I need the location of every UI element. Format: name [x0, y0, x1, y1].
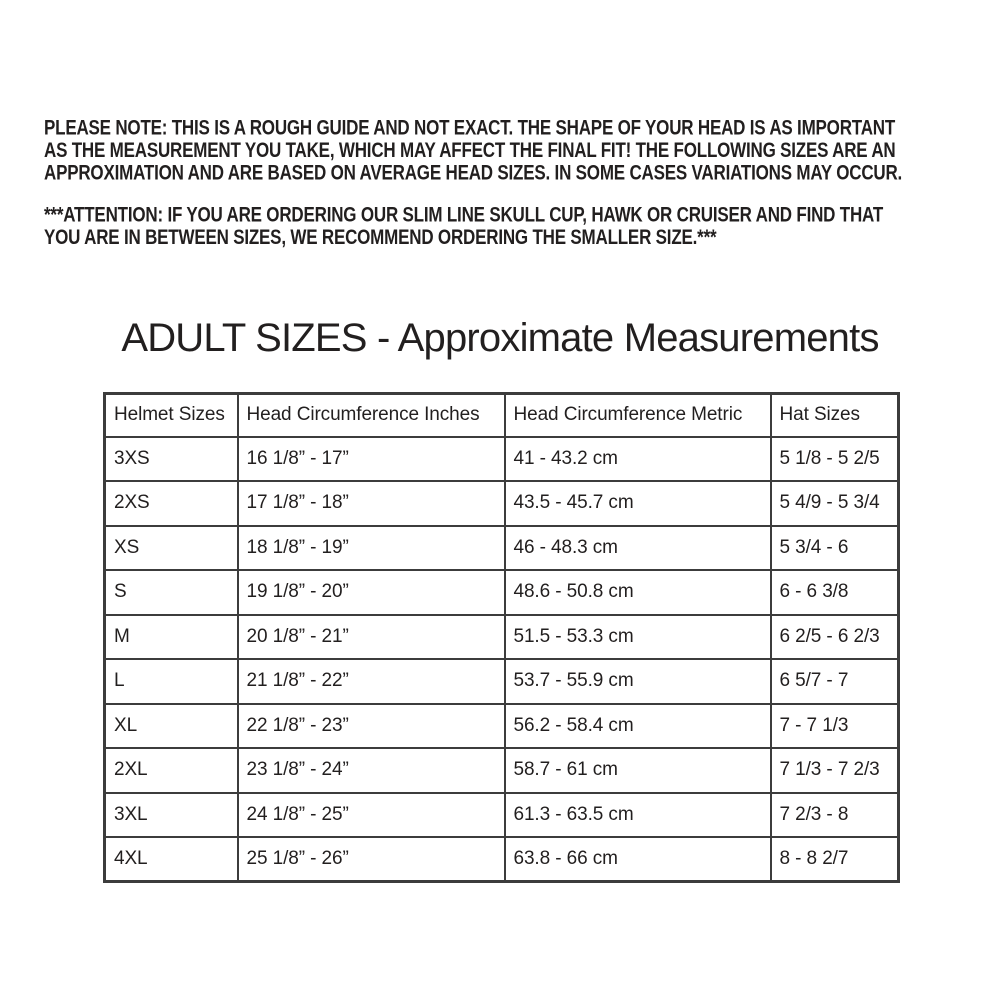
cell-metric: 61.3 - 63.5 cm — [503, 791, 772, 838]
cell-inches: 21 1/8” - 22” — [236, 658, 506, 705]
cell-metric: 56.2 - 58.4 cm — [503, 702, 772, 749]
table-row-m: M 20 1/8” - 21” 51.5 - 53.3 cm 6 2/5 - 6… — [103, 613, 900, 660]
table-row-2xl: 2XL 23 1/8” - 24” 58.7 - 61 cm 7 1/3 - 7… — [103, 747, 900, 794]
cell-hat-size: 8 - 8 2/7 — [769, 836, 900, 883]
cell-hat-size: 5 4/9 - 5 3/4 — [769, 480, 900, 527]
cell-helmet-size: XL — [103, 702, 239, 749]
cell-metric: 63.8 - 66 cm — [503, 836, 772, 883]
page-title: ADULT SIZES - Approximate Measurements — [121, 316, 879, 360]
note-line-3: APPROXIMATION AND ARE BASED ON AVERAGE H… — [44, 160, 903, 184]
table-row-4xl: 4XL 25 1/8” - 26” 63.8 - 66 cm 8 - 8 2/7 — [103, 836, 900, 883]
cell-metric: 51.5 - 53.3 cm — [503, 613, 772, 660]
cell-hat-size: 7 - 7 1/3 — [769, 702, 900, 749]
cell-metric: 41 - 43.2 cm — [503, 435, 772, 482]
table-row-3xl: 3XL 24 1/8” - 25” 61.3 - 63.5 cm 7 2/3 -… — [103, 791, 900, 838]
attention-line-2: YOU ARE IN BETWEEN SIZES, WE RECOMMEND O… — [44, 224, 717, 249]
column-header-helmet-sizes: Helmet Sizes — [103, 392, 239, 438]
column-header-circumference-inches: Head Circumference Inches — [236, 392, 506, 438]
note-line-2: AS THE MEASUREMENT YOU TAKE, WHICH MAY A… — [44, 137, 896, 162]
table-row-2xs: 2XS 17 1/8” - 18” 43.5 - 45.7 cm 5 4/9 -… — [103, 480, 900, 527]
cell-metric: 53.7 - 55.9 cm — [503, 658, 772, 705]
cell-helmet-size: 2XS — [103, 480, 239, 527]
table-row-3xs: 3XS 16 1/8” - 17” 41 - 43.2 cm 5 1/8 - 5… — [103, 435, 900, 482]
table-row-xs: XS 18 1/8” - 19” 46 - 48.3 cm 5 3/4 - 6 — [103, 524, 900, 571]
cell-metric: 43.5 - 45.7 cm — [503, 480, 772, 527]
cell-hat-size: 7 2/3 - 8 — [769, 791, 900, 838]
cell-inches: 16 1/8” - 17” — [236, 435, 506, 482]
note-line-1: PLEASE NOTE: THIS IS A ROUGH GUIDE AND N… — [44, 115, 896, 140]
cell-inches: 22 1/8” - 23” — [236, 702, 506, 749]
table-row-xl: XL 22 1/8” - 23” 56.2 - 58.4 cm 7 - 7 1/… — [103, 702, 900, 749]
column-header-hat-sizes: Hat Sizes — [769, 392, 900, 438]
cell-inches: 20 1/8” - 21” — [236, 613, 506, 660]
cell-helmet-size: S — [103, 569, 239, 616]
cell-helmet-size: 4XL — [103, 836, 239, 883]
cell-helmet-size: M — [103, 613, 239, 660]
cell-hat-size: 5 3/4 - 6 — [769, 524, 900, 571]
cell-helmet-size: 3XS — [103, 435, 239, 482]
size-chart-table: Helmet Sizes Head Circumference Inches H… — [103, 392, 900, 883]
cell-hat-size: 6 - 6 3/8 — [769, 569, 900, 616]
column-header-circumference-metric: Head Circumference Metric — [503, 392, 772, 438]
cell-hat-size: 5 1/8 - 5 2/5 — [769, 435, 900, 482]
cell-inches: 17 1/8” - 18” — [236, 480, 506, 527]
cell-metric: 48.6 - 50.8 cm — [503, 569, 772, 616]
please-note-paragraph: PLEASE NOTE: THIS IS A ROUGH GUIDE AND N… — [44, 117, 902, 184]
cell-metric: 46 - 48.3 cm — [503, 524, 772, 571]
attention-line-1: ***ATTENTION: IF YOU ARE ORDERING OUR SL… — [44, 202, 884, 227]
cell-helmet-size: 2XL — [103, 747, 239, 794]
attention-paragraph: ***ATTENTION: IF YOU ARE ORDERING OUR SL… — [44, 204, 883, 248]
cell-metric: 58.7 - 61 cm — [503, 747, 772, 794]
header-row: Helmet Sizes Head Circumference Inches H… — [103, 392, 900, 438]
cell-inches: 19 1/8” - 20” — [236, 569, 506, 616]
cell-helmet-size: L — [103, 658, 239, 705]
table-row-s: S 19 1/8” - 20” 48.6 - 50.8 cm 6 - 6 3/8 — [103, 569, 900, 616]
cell-inches: 18 1/8” - 19” — [236, 524, 506, 571]
cell-hat-size: 7 1/3 - 7 2/3 — [769, 747, 900, 794]
cell-inches: 25 1/8” - 26” — [236, 836, 506, 883]
cell-hat-size: 6 2/5 - 6 2/3 — [769, 613, 900, 660]
cell-inches: 23 1/8” - 24” — [236, 747, 506, 794]
table-row-l: L 21 1/8” - 22” 53.7 - 55.9 cm 6 5/7 - 7 — [103, 658, 900, 705]
cell-helmet-size: XS — [103, 524, 239, 571]
cell-helmet-size: 3XL — [103, 791, 239, 838]
cell-hat-size: 6 5/7 - 7 — [769, 658, 900, 705]
cell-inches: 24 1/8” - 25” — [236, 791, 506, 838]
